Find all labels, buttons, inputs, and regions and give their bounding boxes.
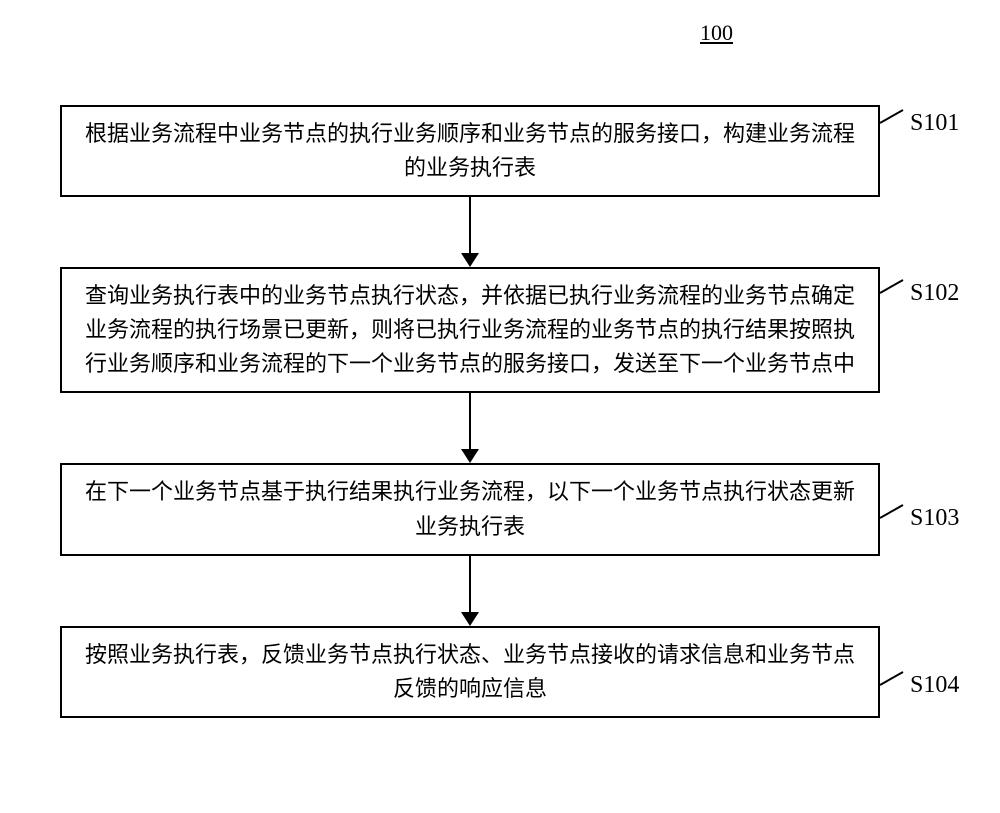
step-label-s102: S102 (910, 280, 959, 307)
step-label-s101: S101 (910, 110, 959, 137)
figure-label: 100 (700, 20, 733, 46)
arrow-s102-s103 (60, 393, 880, 463)
step-label-s104: S104 (910, 672, 959, 699)
flowchart: 根据业务流程中业务节点的执行业务顺序和业务节点的服务接口，构建业务流程的业务执行… (60, 105, 880, 718)
connector-path-3 (880, 672, 903, 685)
step-label-s103: S103 (910, 505, 959, 532)
node-text: 在下一个业务节点基于执行结果执行业务流程，以下一个业务节点执行状态更新业务执行表 (85, 479, 855, 538)
node-text: 根据业务流程中业务节点的执行业务顺序和业务节点的服务接口，构建业务流程的业务执行… (85, 121, 855, 180)
connector-path-0 (880, 110, 903, 123)
arrow-s103-s104 (60, 556, 880, 626)
flow-node-s104: 按照业务执行表，反馈业务节点执行状态、业务节点接收的请求信息和业务节点反馈的响应… (60, 626, 880, 718)
node-text: 查询业务执行表中的业务节点执行状态，并依据已执行业务流程的业务节点确定业务流程的… (85, 283, 855, 376)
connector-path-1 (880, 280, 903, 293)
flow-node-s101: 根据业务流程中业务节点的执行业务顺序和业务节点的服务接口，构建业务流程的业务执行… (60, 105, 880, 197)
arrow-s101-s102 (60, 197, 880, 267)
node-text: 按照业务执行表，反馈业务节点执行状态、业务节点接收的请求信息和业务节点反馈的响应… (85, 642, 855, 701)
connector-path-2 (880, 505, 903, 518)
flow-node-s103: 在下一个业务节点基于执行结果执行业务流程，以下一个业务节点执行状态更新业务执行表 (60, 463, 880, 555)
flow-node-s102: 查询业务执行表中的业务节点执行状态，并依据已执行业务流程的业务节点确定业务流程的… (60, 267, 880, 393)
